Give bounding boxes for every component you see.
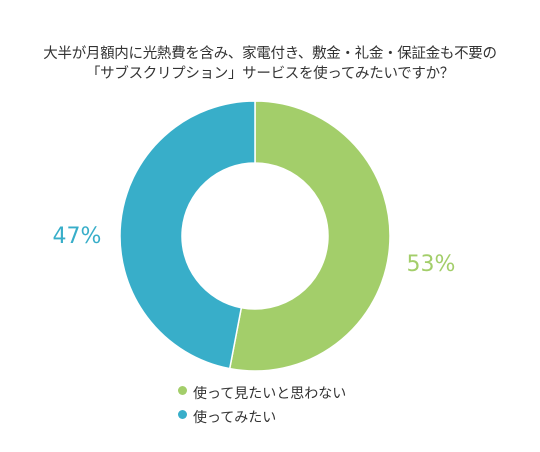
data-label-no: 53%: [407, 252, 456, 277]
chart-title-line-2: 「サブスクリプション」サービスを使ってみたいですか？: [85, 66, 455, 82]
data-label-yes: 47%: [53, 224, 102, 249]
chart-title-line-1: 大半が月額内に光熱費を含み、家電付き、敷金・礼金・保証金も不要の: [43, 46, 497, 62]
slice-no: [228, 100, 391, 372]
legend-label-yes: 使ってみたい: [193, 410, 277, 426]
legend-swatch-yes: [178, 409, 187, 419]
chart-legend: 使って見たいと思わない 使ってみたい: [178, 381, 346, 429]
legend-swatch-no: [178, 385, 187, 395]
legend-item-yes: 使ってみたい: [178, 405, 346, 429]
legend-label-no: 使って見たいと思わない: [193, 386, 347, 402]
slice-yes: [119, 100, 256, 370]
legend-item-no: 使って見たいと思わない: [178, 381, 346, 405]
chart-title: 大半が月額内に光熱費を含み、家電付き、敷金・礼金・保証金も不要の 「サブスクリプ…: [0, 44, 540, 84]
